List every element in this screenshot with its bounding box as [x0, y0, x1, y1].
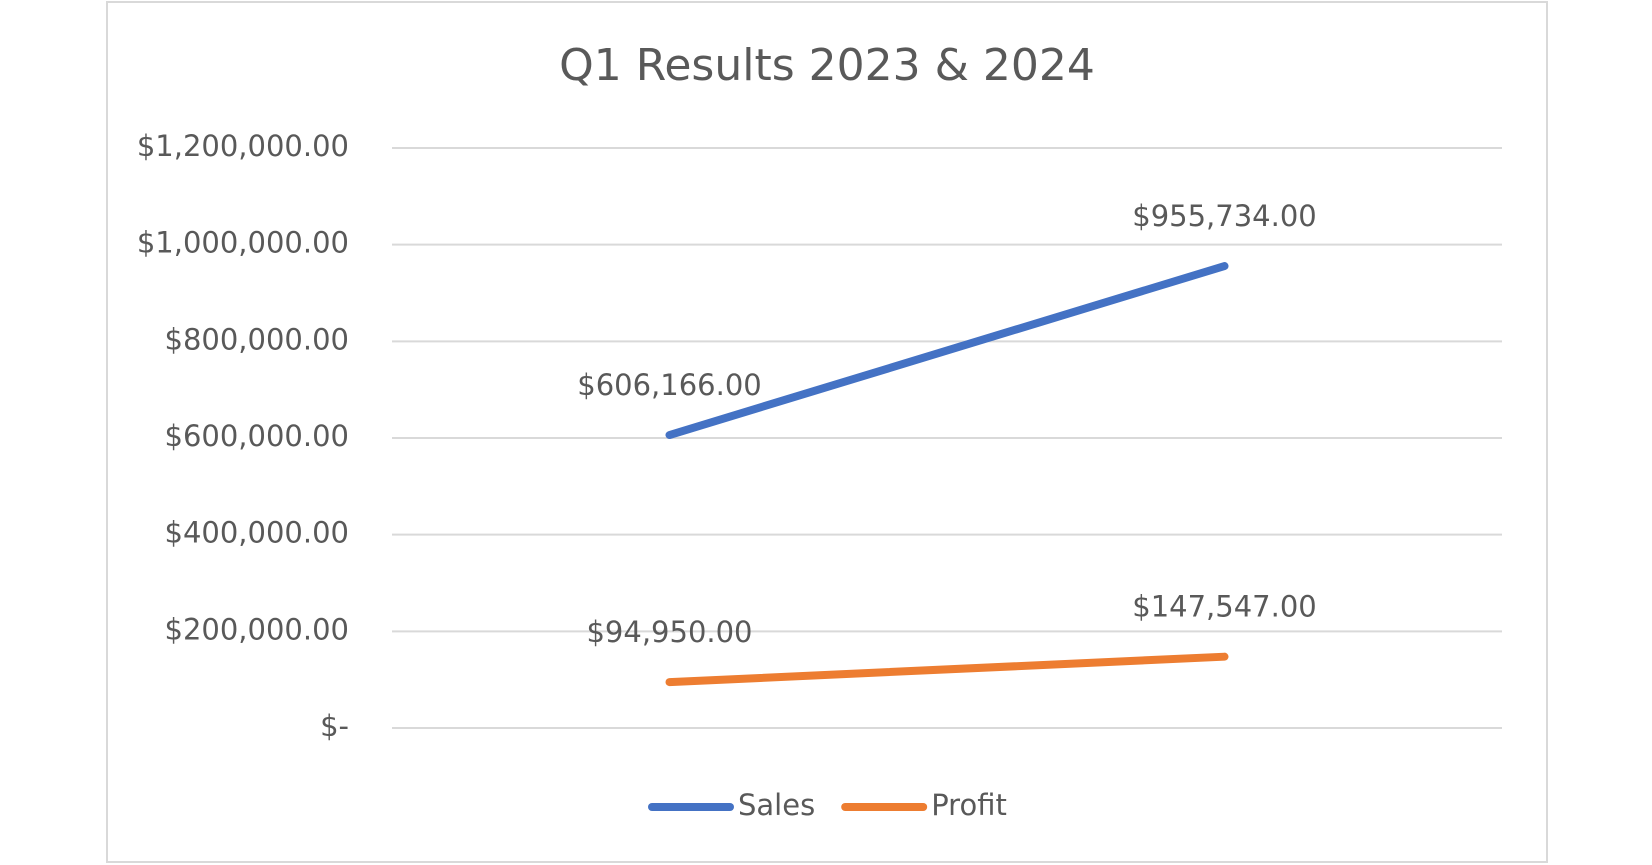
- legend-label: Sales: [738, 788, 815, 822]
- data-label: $955,734.00: [1132, 199, 1317, 233]
- y-tick-label: $200,000.00: [165, 612, 350, 646]
- chart-border: [106, 1, 1548, 863]
- data-label: $94,950.00: [586, 615, 752, 649]
- y-tick-label: $400,000.00: [165, 516, 350, 550]
- series-line: [665, 262, 1229, 440]
- y-tick-label: $1,000,000.00: [137, 226, 349, 260]
- data-label: $147,547.00: [1132, 590, 1317, 624]
- y-tick-label: $-: [320, 709, 349, 743]
- y-tick-label: $600,000.00: [165, 419, 350, 453]
- y-tick-label: $1,200,000.00: [137, 129, 349, 163]
- chart-title: Q1 Results 2023 & 2024: [559, 40, 1095, 91]
- series-line: [665, 652, 1229, 687]
- y-tick-label: $800,000.00: [165, 322, 350, 356]
- data-label: $606,166.00: [577, 368, 762, 402]
- legend-label: Profit: [931, 788, 1007, 822]
